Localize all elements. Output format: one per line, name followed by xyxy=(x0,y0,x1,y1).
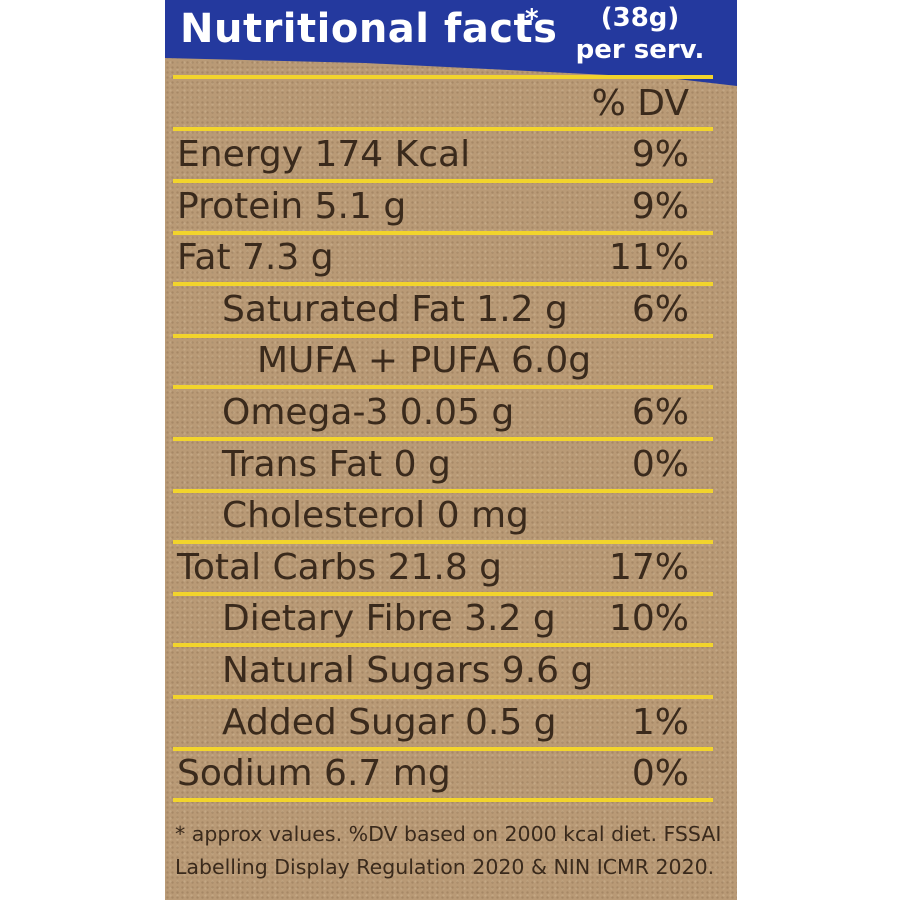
nutrient-label: Cholesterol 0 mg xyxy=(222,495,529,537)
nutrient-dv: 17% xyxy=(608,546,689,588)
serving-amount: (38g) xyxy=(600,3,680,33)
nutrient-dv: 6% xyxy=(631,392,689,433)
nutrient-dv: 10% xyxy=(608,598,689,640)
nutrition-panel: Nutritional facts * (38g) per serv. % DV… xyxy=(165,0,737,900)
divider-rule xyxy=(173,643,713,648)
nutrient-dv: 11% xyxy=(608,237,689,279)
nutrient-dv: 0% xyxy=(631,753,689,795)
divider-rule xyxy=(173,488,713,493)
footnote: * approx values. %DV based on 2000 kcal … xyxy=(175,818,731,884)
footnote-line: * approx values. %DV based on 2000 kcal … xyxy=(175,822,722,846)
serving-size: (38g) per serv. xyxy=(565,2,715,66)
divider-rule xyxy=(173,282,713,287)
nutrient-label: Energy 174 Kcal xyxy=(177,134,471,175)
dv-column-header: % DV xyxy=(591,83,689,124)
divider-rule xyxy=(173,591,713,596)
panel-title: Nutritional facts xyxy=(180,6,558,52)
divider-rule xyxy=(173,798,713,803)
nutrient-label: Sodium 6.7 mg xyxy=(177,753,451,795)
divider-rule xyxy=(173,127,713,131)
serving-label: per serv. xyxy=(575,35,705,65)
divider-rule xyxy=(173,230,713,235)
nutrient-label: Omega-3 0.05 g xyxy=(222,392,515,433)
nutrient-label: Trans Fat 0 g xyxy=(222,443,451,485)
footnote-line: Labelling Display Regulation 2020 & NIN … xyxy=(175,855,715,879)
nutrient-label: Total Carbs 21.8 g xyxy=(177,546,503,588)
nutrient-dv: 9% xyxy=(631,185,689,227)
divider-rule xyxy=(173,333,713,338)
nutrient-label: Protein 5.1 g xyxy=(177,185,407,227)
nutrient-label: Natural Sugars 9.6 g xyxy=(222,650,594,691)
nutrient-dv: 6% xyxy=(631,288,689,330)
nutrient-dv: 9% xyxy=(631,134,689,175)
nutrient-label: Fat 7.3 g xyxy=(177,237,334,279)
divider-rule xyxy=(173,746,713,751)
divider-rule xyxy=(173,437,713,441)
nutrient-label: MUFA + PUFA 6.0g xyxy=(257,340,592,382)
nutrient-label: Saturated Fat 1.2 g xyxy=(222,288,568,330)
divider-rule xyxy=(173,385,713,390)
divider-rule xyxy=(173,75,713,79)
nutrient-dv: 1% xyxy=(631,701,689,743)
nutrient-dv: 0% xyxy=(631,443,689,485)
divider-rule xyxy=(173,179,713,183)
divider-rule xyxy=(173,540,713,545)
nutrient-label: Added Sugar 0.5 g xyxy=(222,701,557,743)
asterisk-mark: * xyxy=(525,4,539,34)
nutrient-label: Dietary Fibre 3.2 g xyxy=(222,598,556,640)
divider-rule xyxy=(173,695,713,699)
